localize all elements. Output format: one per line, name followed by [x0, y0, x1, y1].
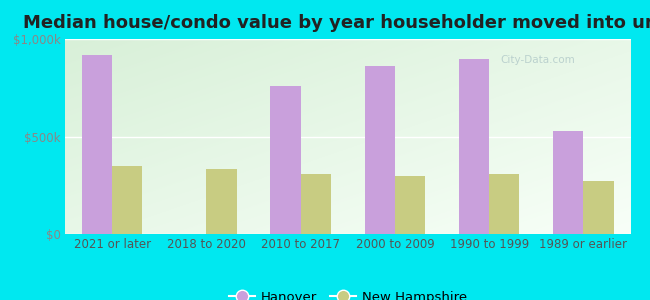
Bar	[112, 166, 142, 234]
Bar	[365, 66, 395, 234]
Bar	[489, 173, 519, 234]
Bar	[300, 173, 331, 234]
Bar	[207, 169, 237, 234]
Bar	[459, 58, 489, 234]
Bar	[395, 176, 425, 234]
Text: City-Data.com: City-Data.com	[500, 55, 575, 64]
Title: Median house/condo value by year householder moved into unit: Median house/condo value by year househo…	[23, 14, 650, 32]
Bar	[584, 181, 614, 234]
Bar	[553, 131, 584, 234]
Bar	[270, 86, 300, 234]
Legend: Hanover, New Hampshire: Hanover, New Hampshire	[224, 286, 472, 300]
Bar	[82, 55, 112, 234]
